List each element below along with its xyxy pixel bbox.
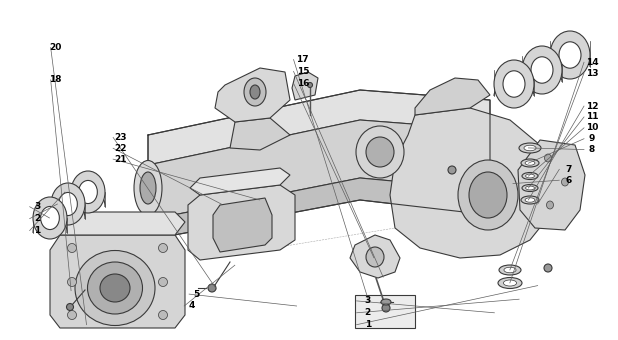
Ellipse shape [75, 251, 155, 325]
Text: 3: 3 [365, 296, 371, 305]
Ellipse shape [250, 85, 260, 99]
Text: 18: 18 [49, 75, 62, 84]
Ellipse shape [158, 310, 167, 320]
Ellipse shape [100, 274, 130, 302]
Ellipse shape [88, 262, 143, 314]
Text: 5: 5 [193, 290, 200, 299]
Ellipse shape [546, 201, 554, 209]
Ellipse shape [51, 183, 85, 225]
Ellipse shape [524, 145, 536, 151]
Ellipse shape [550, 31, 590, 79]
Ellipse shape [208, 284, 216, 292]
Ellipse shape [158, 277, 167, 287]
Text: 1: 1 [34, 226, 40, 235]
Ellipse shape [498, 277, 522, 289]
Ellipse shape [366, 247, 384, 267]
Ellipse shape [521, 159, 539, 167]
Polygon shape [148, 178, 490, 240]
Ellipse shape [531, 57, 553, 83]
Polygon shape [148, 120, 490, 220]
Text: 16: 16 [297, 79, 309, 88]
Text: 13: 13 [586, 69, 598, 78]
Polygon shape [390, 108, 555, 258]
Ellipse shape [134, 160, 162, 216]
Polygon shape [292, 72, 318, 100]
Text: 2: 2 [365, 308, 371, 317]
Text: 2: 2 [34, 214, 40, 223]
Polygon shape [190, 168, 290, 195]
Ellipse shape [521, 196, 539, 204]
Ellipse shape [525, 186, 535, 190]
Ellipse shape [522, 46, 562, 94]
Text: 20: 20 [49, 43, 62, 52]
Ellipse shape [67, 304, 74, 310]
Ellipse shape [499, 265, 521, 275]
Polygon shape [50, 212, 185, 235]
Text: 8: 8 [589, 145, 595, 154]
Ellipse shape [503, 71, 525, 97]
Text: 21: 21 [114, 155, 127, 164]
Polygon shape [355, 295, 415, 328]
Ellipse shape [525, 161, 535, 165]
Ellipse shape [356, 126, 404, 178]
Ellipse shape [522, 172, 538, 180]
Ellipse shape [544, 264, 552, 272]
Ellipse shape [525, 174, 535, 178]
Ellipse shape [67, 277, 77, 287]
Ellipse shape [494, 60, 534, 108]
Text: 1: 1 [365, 320, 371, 329]
Polygon shape [213, 198, 272, 252]
Ellipse shape [41, 206, 59, 230]
Ellipse shape [33, 197, 67, 239]
Text: 17: 17 [297, 55, 309, 64]
Ellipse shape [382, 304, 390, 312]
Text: 11: 11 [586, 113, 598, 121]
Ellipse shape [67, 310, 77, 320]
Ellipse shape [504, 267, 516, 273]
Polygon shape [148, 90, 490, 165]
Polygon shape [230, 118, 290, 150]
Ellipse shape [469, 172, 507, 218]
Polygon shape [215, 68, 290, 122]
Ellipse shape [59, 192, 77, 216]
Ellipse shape [308, 83, 313, 87]
Ellipse shape [525, 198, 535, 202]
Ellipse shape [559, 42, 581, 68]
Ellipse shape [244, 78, 266, 106]
Ellipse shape [366, 137, 394, 167]
Polygon shape [188, 185, 295, 260]
Text: 14: 14 [586, 58, 598, 67]
Text: 6: 6 [565, 176, 572, 185]
Text: 10: 10 [586, 123, 598, 132]
Text: 15: 15 [297, 67, 309, 76]
Text: 3: 3 [34, 202, 40, 211]
Polygon shape [50, 235, 185, 328]
Text: 9: 9 [589, 134, 595, 143]
Ellipse shape [67, 243, 77, 253]
Text: 4: 4 [188, 302, 195, 310]
Ellipse shape [78, 181, 98, 204]
Text: 7: 7 [565, 165, 572, 174]
Ellipse shape [71, 171, 105, 213]
Ellipse shape [562, 178, 569, 186]
Ellipse shape [158, 243, 167, 253]
Ellipse shape [504, 280, 517, 286]
Polygon shape [518, 140, 585, 230]
Ellipse shape [458, 160, 518, 230]
Ellipse shape [140, 172, 156, 204]
Text: 12: 12 [586, 102, 598, 110]
Text: 23: 23 [114, 133, 127, 142]
Ellipse shape [522, 185, 538, 191]
Ellipse shape [448, 166, 456, 174]
Polygon shape [350, 235, 400, 278]
Ellipse shape [544, 154, 551, 162]
Text: 22: 22 [114, 144, 127, 153]
Ellipse shape [519, 143, 541, 153]
Ellipse shape [381, 299, 391, 305]
Polygon shape [415, 78, 490, 115]
